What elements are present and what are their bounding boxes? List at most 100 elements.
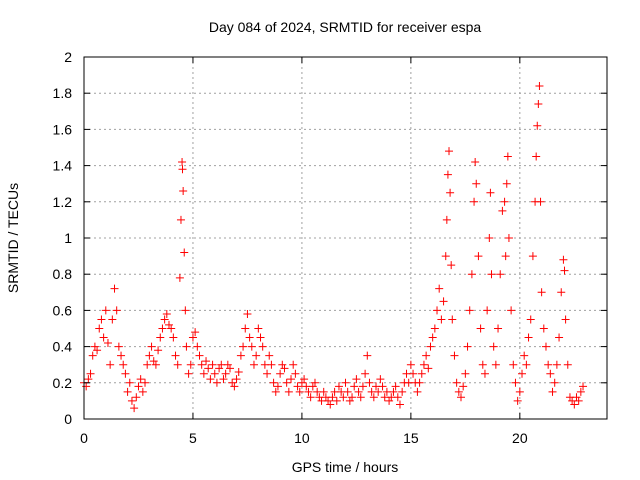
y-axis-title: SRMTID / TECUs (5, 183, 21, 293)
data-point (520, 351, 529, 360)
x-tick-label: 15 (403, 430, 419, 446)
data-point (389, 387, 398, 396)
data-point (463, 342, 472, 351)
data-point (176, 215, 185, 224)
data-point (406, 360, 415, 369)
data-point (476, 324, 485, 333)
data-point (524, 333, 533, 342)
data-point (504, 234, 513, 242)
data-point (491, 360, 500, 369)
data-point (328, 393, 337, 402)
data-point (258, 342, 267, 351)
data-point (306, 393, 315, 402)
y-tick-label: 1 (64, 230, 72, 246)
data-point (501, 252, 510, 261)
y-tick-label: 0 (64, 411, 72, 427)
data-point (186, 360, 195, 369)
data-point (326, 400, 335, 409)
data-point (293, 382, 302, 391)
tick-labels-layer: 0 5 10 15 20 0 0.2 0.4 0.6 0.8 1 1.2 1.4 1.6 1.8 2 (53, 49, 528, 446)
data-point (158, 324, 167, 333)
data-point (151, 360, 160, 369)
data-point (480, 369, 489, 378)
data-point (369, 393, 378, 402)
data-point (243, 310, 252, 319)
data-point (182, 342, 191, 351)
data-point (101, 306, 110, 315)
data-point (147, 342, 156, 351)
data-point (378, 382, 387, 391)
x-tick-label: 0 (80, 430, 88, 446)
data-point (358, 382, 367, 391)
data-point (97, 315, 106, 324)
data-point (169, 333, 178, 342)
y-tick-label: 0.4 (53, 339, 73, 355)
data-point (226, 364, 235, 373)
data-point (334, 382, 343, 391)
data-point (441, 252, 450, 261)
data-point (413, 387, 422, 396)
y-tick-label: 1.8 (53, 85, 73, 101)
y-tick-label: 2 (64, 49, 72, 65)
data-point (300, 375, 309, 384)
data-point (376, 375, 385, 384)
data-point (117, 351, 126, 360)
data-point (267, 360, 276, 369)
data-point (180, 248, 189, 257)
y-tick-label: 0.8 (53, 266, 73, 282)
data-point (486, 188, 495, 197)
data-point (560, 266, 569, 275)
data-point (287, 375, 296, 384)
data-point (171, 351, 180, 360)
data-point (494, 324, 503, 333)
data-point (249, 360, 258, 369)
data-point (489, 342, 498, 351)
data-point (532, 152, 541, 161)
data-point (348, 393, 357, 402)
data-point (178, 165, 187, 174)
data-point (563, 360, 572, 369)
data-point (454, 387, 463, 396)
data-point (341, 378, 350, 387)
data-point (534, 100, 543, 109)
data-point (363, 351, 372, 360)
data-point (461, 369, 470, 378)
data-point (219, 375, 228, 384)
data-point (310, 378, 319, 387)
data-point (511, 378, 520, 387)
data-point (95, 324, 104, 333)
data-point (417, 369, 426, 378)
data-point (459, 382, 468, 391)
data-point (156, 333, 165, 342)
data-point (437, 315, 446, 324)
data-point (291, 369, 300, 378)
data-point (536, 197, 545, 206)
data-point (265, 351, 274, 360)
data-point (167, 324, 176, 333)
data-point (232, 375, 241, 384)
data-point (273, 382, 282, 391)
data-point (271, 387, 280, 396)
data-point (114, 342, 123, 351)
data-point (428, 333, 437, 342)
data-point (88, 351, 97, 360)
data-point (419, 360, 428, 369)
data-point (570, 400, 579, 409)
data-point (188, 333, 197, 342)
data-point (518, 369, 527, 378)
data-point (141, 378, 150, 387)
data-point (395, 400, 404, 409)
data-point (471, 157, 480, 166)
data-point (393, 393, 402, 402)
data-point (178, 157, 187, 166)
data-point (234, 367, 243, 376)
data-point (108, 315, 117, 324)
data-point (509, 360, 518, 369)
data-point (576, 387, 585, 396)
y-tick-label: 0.2 (53, 375, 73, 391)
data-point (280, 364, 289, 373)
data-point (160, 315, 169, 324)
data-point (134, 382, 143, 391)
data-point (256, 333, 265, 342)
